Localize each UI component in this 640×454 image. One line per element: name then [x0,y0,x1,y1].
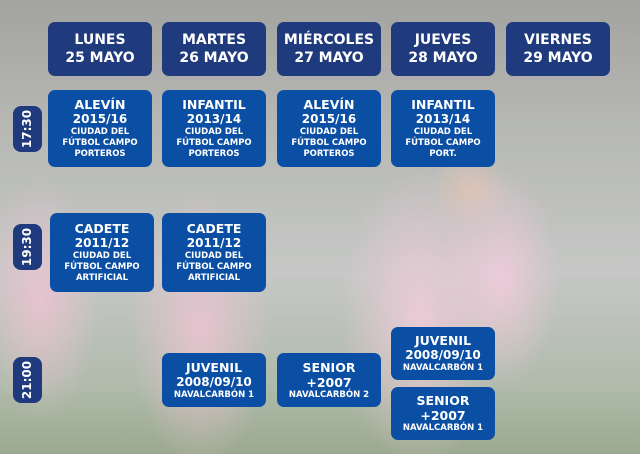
session-years: 2015/16 [72,112,128,126]
session-category: CADETE [186,221,242,236]
day-date: 29 MAYO [523,50,593,66]
session-location: PORTEROS [303,149,355,159]
day-date: 26 MAYO [179,50,249,66]
session-location: NAVALCARBÓN 1 [402,423,484,433]
session-years: 2011/12 [186,236,242,250]
session-martes-2100: JUVENIL 2008/09/10 NAVALCARBÓN 1 [162,353,266,407]
session-category: SENIOR [416,393,470,408]
time-label-1730: 17:30 [13,106,42,152]
day-name: MARTES [181,32,247,48]
session-jueves-2100-a: JUVENIL 2008/09/10 NAVALCARBÓN 1 [391,327,495,380]
session-category: ALEVÍN [74,97,126,112]
session-location: PORT. [429,149,457,159]
day-name: LUNES [74,32,126,48]
session-years: 2011/12 [74,236,130,250]
session-category: JUVENIL [414,333,472,348]
day-header-viernes: VIERNES 29 MAYO [506,22,610,76]
session-category: INFANTIL [182,97,246,112]
day-header-lunes: LUNES 25 MAYO [48,22,152,76]
session-location: PORTEROS [74,149,126,159]
session-years: 2008/09/10 [405,348,481,362]
session-location: CIUDAD DEL [184,127,244,137]
session-martes-1730: INFANTIL 2013/14 CIUDAD DEL FÚTBOL CAMPO… [162,90,266,167]
session-miercoles-2100: SENIOR +2007 NAVALCARBÓN 2 [277,353,381,407]
session-category: INFANTIL [411,97,475,112]
session-category: CADETE [74,221,130,236]
day-date: 27 MAYO [294,50,364,66]
day-date: 28 MAYO [408,50,478,66]
day-header-miercoles: MIÉRCOLES 27 MAYO [277,22,381,76]
session-location: FÚTBOL CAMPO [176,138,252,148]
session-years: 2013/14 [186,112,242,126]
session-location: CIUDAD DEL [299,127,359,137]
session-years: +2007 [306,374,352,390]
session-location: CIUDAD DEL [72,251,132,261]
session-location: CIUDAD DEL [184,251,244,261]
time-text: 21:00 [20,360,35,400]
session-years: 2013/14 [415,112,471,126]
session-jueves-2100-b: SENIOR +2007 NAVALCARBÓN 1 [391,387,495,440]
session-jueves-1730: INFANTIL 2013/14 CIUDAD DEL FÚTBOL CAMPO… [391,90,495,167]
time-text: 19:30 [20,227,35,267]
session-location: ARTIFICIAL [75,273,129,283]
session-location: FÚTBOL CAMPO [64,262,140,272]
session-years: +2007 [420,408,466,423]
session-martes-1930: CADETE 2011/12 CIUDAD DEL FÚTBOL CAMPO A… [162,213,266,292]
session-location: FÚTBOL CAMPO [405,138,481,148]
session-location: NAVALCARBÓN 2 [288,389,370,400]
day-date: 25 MAYO [65,50,135,66]
session-location: PORTEROS [188,149,240,159]
session-location: FÚTBOL CAMPO [62,138,138,148]
session-location: FÚTBOL CAMPO [176,262,252,272]
session-category: SENIOR [302,359,356,375]
session-miercoles-1730: ALEVÍN 2015/16 CIUDAD DEL FÚTBOL CAMPO P… [277,90,381,167]
day-name: MIÉRCOLES [283,32,375,48]
session-category: JUVENIL [185,359,243,375]
session-lunes-1730: ALEVÍN 2015/16 CIUDAD DEL FÚTBOL CAMPO P… [48,90,152,167]
time-label-1930: 19:30 [13,224,42,270]
session-years: 2015/16 [301,112,357,126]
day-name: VIERNES [524,32,592,48]
session-location: NAVALCARBÓN 1 [173,389,255,400]
session-years: 2008/09/10 [176,374,252,389]
day-header-martes: MARTES 26 MAYO [162,22,266,76]
time-text: 17:30 [20,109,35,149]
day-name: JUEVES [414,32,472,48]
session-location: NAVALCARBÓN 1 [402,363,484,373]
session-lunes-1930: CADETE 2011/12 CIUDAD DEL FÚTBOL CAMPO A… [50,213,154,292]
session-category: ALEVÍN [303,97,355,112]
session-location: ARTIFICIAL [187,273,241,283]
time-label-2100: 21:00 [13,357,42,403]
session-location: FÚTBOL CAMPO [291,138,367,148]
day-header-jueves: JUEVES 28 MAYO [391,22,495,76]
session-location: CIUDAD DEL [70,127,130,137]
session-location: CIUDAD DEL [413,127,473,137]
